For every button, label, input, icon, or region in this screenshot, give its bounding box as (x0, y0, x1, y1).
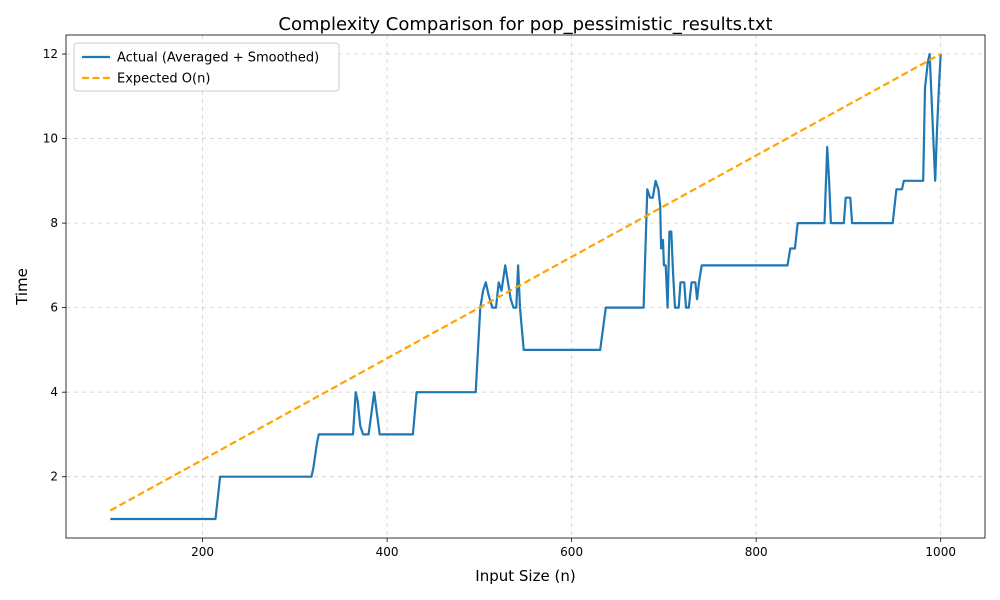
legend-label: Expected O(n) (117, 72, 210, 87)
series-line-actual (110, 52, 942, 521)
x-tick-label: 1000 (925, 545, 956, 559)
y-tick-label: 6 (50, 301, 58, 315)
y-tick-label: 12 (43, 47, 58, 61)
y-tick-label: 2 (50, 470, 58, 484)
legend-label: Actual (Averaged + Smoothed) (117, 51, 319, 66)
y-tick-label: 4 (50, 385, 58, 399)
series-line-expected (109, 53, 942, 512)
legend: Actual (Averaged + Smoothed) Expected O(n… (73, 42, 340, 92)
x-tick-label: 800 (745, 545, 768, 559)
x-axis-title: Input Size (n) (475, 567, 575, 585)
axis-ticks: 200 400 600 800 1000 2 4 6 8 10 12 (43, 47, 956, 559)
x-tick-label: 200 (191, 545, 214, 559)
x-tick-label: 400 (376, 545, 399, 559)
x-tick-label: 600 (560, 545, 583, 559)
y-axis-title: Time (13, 268, 31, 306)
legend-box (73, 42, 340, 92)
plot-frame (65, 34, 986, 539)
series-layer (109, 52, 942, 521)
y-tick-label: 8 (50, 216, 58, 230)
chart-title: Complexity Comparison for pop_pessimisti… (278, 14, 772, 35)
grid (66, 35, 985, 538)
y-tick-label: 10 (43, 132, 58, 146)
